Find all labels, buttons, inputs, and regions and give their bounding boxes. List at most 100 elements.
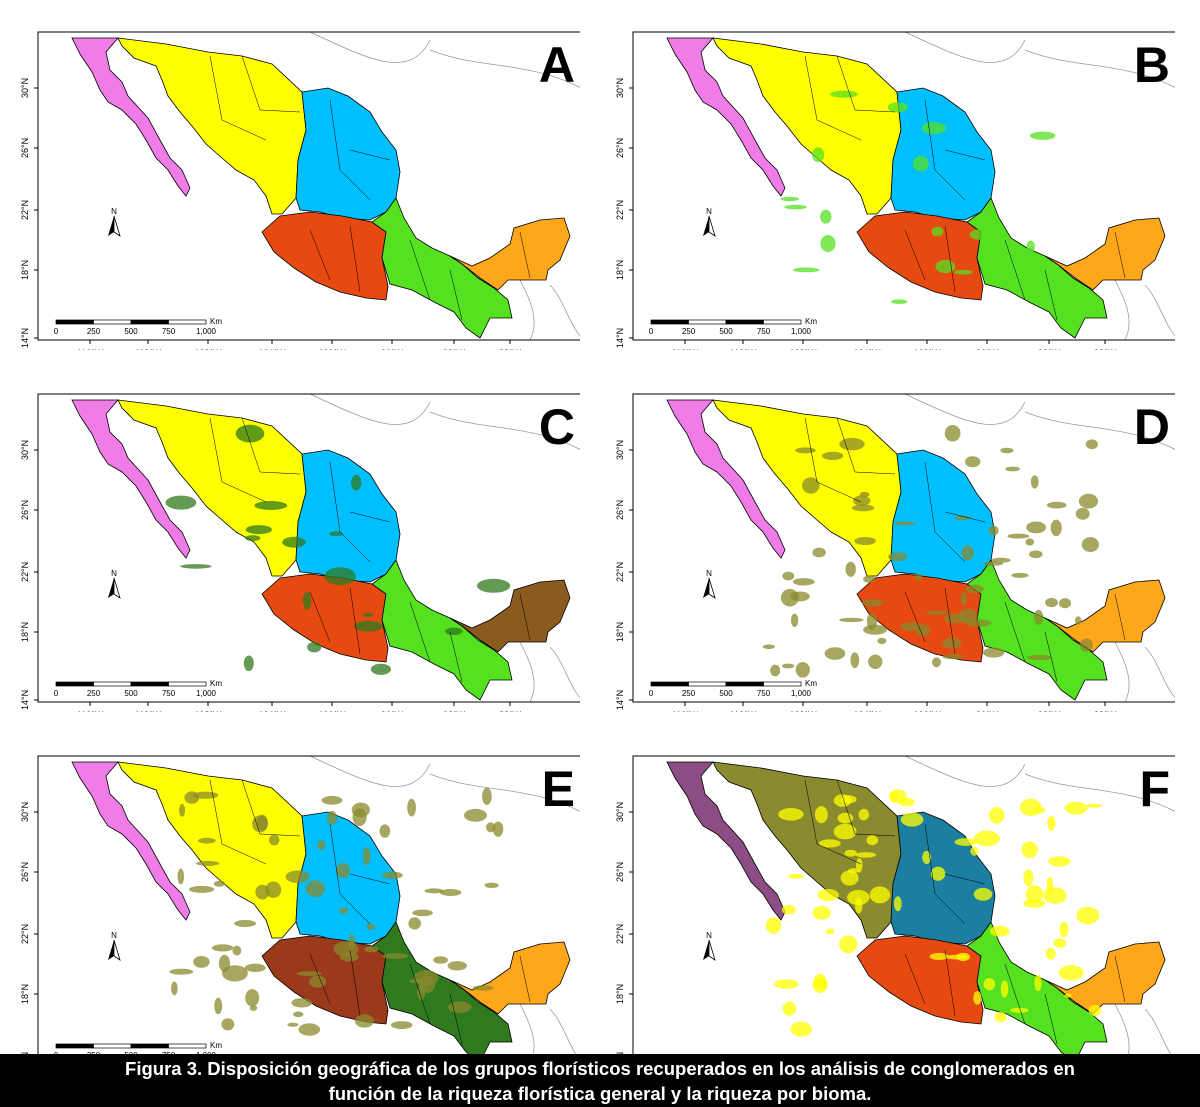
overlay-patch [244,535,261,541]
north-arrow-half-light [708,215,716,237]
overlay-patch [1076,906,1100,925]
overlay-patch [780,196,800,202]
scale-segment [688,319,727,325]
overlay-patch [921,122,946,135]
overlay-patch [866,835,879,846]
scale-label: 0 [54,327,59,336]
overlay-patch [824,647,846,660]
lat-label: 18°N [20,622,30,642]
overlay-patch [198,837,216,844]
scale-segment [168,1043,207,1049]
overlay-patch [407,798,416,817]
overlay-patch [382,871,403,879]
overlay-patch [774,979,799,989]
overlay-patch [1030,259,1037,270]
overlay-patch [970,846,979,856]
scale-label: 500 [719,689,733,698]
overlay-patch [408,917,422,930]
overlay-patch [447,961,467,971]
neighbor-land-outline [904,393,1181,703]
overlay-patch [1026,521,1046,534]
state-boundaries [209,55,531,321]
overlay-patch [321,795,343,805]
lat-label: 22°N [20,924,30,944]
overlay-patch [820,209,832,224]
figure-caption: Figura 3. Disposición geográfica de los … [0,1054,1200,1107]
overlay-patch [991,557,1011,563]
lat-label: 30°N [20,78,30,98]
overlay-patch [887,102,909,113]
overlay-patch [930,866,946,881]
overlay-patch [192,791,219,799]
north-arrow-icon: N [108,569,121,599]
lon-label: 88°W [499,348,522,350]
lon-label: 112°W [730,710,757,712]
overlay-patch [382,953,409,959]
overlay-patch [858,808,869,821]
lat-label: 26°N [20,862,30,882]
panel-letter: E [542,761,575,817]
north-arrow-half-light [113,577,121,599]
overlay-patch [1075,616,1082,625]
overlay-patch [412,909,433,917]
overlay-patch [243,655,254,672]
overlay-patch [770,664,781,677]
scale-label: 250 [682,689,696,698]
lon-label: 100°W [318,348,346,350]
overlay-patch [211,944,234,952]
scale-label: 750 [757,327,771,336]
region-yuc [1044,941,1166,1015]
overlay-patch [1023,899,1046,908]
overlay-patch [944,613,967,624]
overlay-patch [961,545,974,561]
overlay-patch [988,807,1005,824]
region-baja [666,761,786,921]
overlay-patch [899,797,915,807]
overlay-patch [925,610,950,615]
overlay-patch [338,907,349,914]
overlay-patch [195,860,220,866]
overlay-patch [177,868,185,885]
scale-segment [55,319,94,325]
panel-letter: A [539,37,575,93]
scale-segment [650,681,689,687]
lon-label: 100°W [913,348,941,350]
lat-label: 22°N [615,924,625,944]
lat-label: 30°N [615,440,625,460]
region-ne [890,449,996,583]
lat-label: 14°N [20,690,30,710]
map-d: 30°N 26°N 22°N 18°N 14°N 116°W 112°W 108°W 104°W… [615,393,1181,720]
overlay-patch [990,925,1010,937]
overlay-patch [476,578,511,593]
overlay-patch [859,491,870,497]
overlay-patch [1000,980,1009,998]
overlay-patch [354,1014,374,1028]
overlay-patch [817,889,839,902]
north-arrow-icon: N [703,207,716,237]
overlay-patch [1053,938,1067,948]
overlay-patch [1064,993,1072,998]
overlay-patch [329,531,343,537]
overlay-patch [179,803,186,817]
overlay-patch [293,1011,304,1018]
overlay-patch [193,956,210,968]
north-label: N [706,207,712,216]
overlay-patch [492,821,504,837]
overlay-patch [931,226,944,237]
overlay-patch [333,941,359,957]
overlay-patch [866,613,877,630]
overlay-patch [793,267,820,273]
overlay-patch [1059,921,1069,938]
overlay-patch [792,578,815,586]
overlay-patch [833,823,857,840]
overlay-patch [298,1023,321,1036]
lon-label: 104°W [258,710,286,712]
overlay-patch [249,1005,258,1011]
overlay-patch [847,889,870,906]
overlay-patch [1027,654,1052,661]
scale-label: 750 [162,689,176,698]
scale-unit: Km [210,317,222,326]
overlay-patch [854,537,876,545]
overlay-patch [830,90,858,98]
overlay-patch [424,888,444,894]
